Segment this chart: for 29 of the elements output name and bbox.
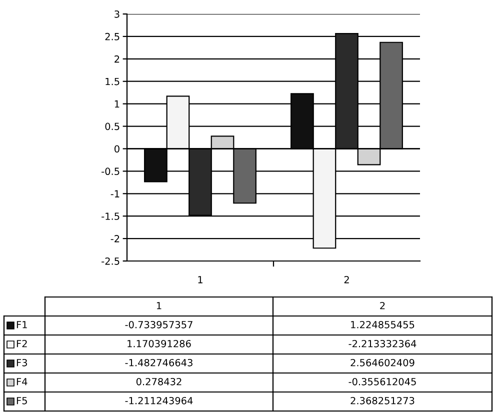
data-label: 1.224855455 [351,320,414,328]
data-label: 0.278432 [136,378,182,386]
y-tick-label: -2.5 [102,257,120,265]
data-label: -1.211243964 [125,396,193,404]
data-label: -1.482746643 [125,358,192,366]
y-tick-label: -0.5 [102,168,120,176]
data-label: 1.170391286 [128,340,191,348]
data-label: 2.564602409 [350,358,414,366]
category-label: 1 [156,302,162,310]
category-label: 2 [380,302,385,310]
y-tick-label: -1 [110,190,120,198]
legend-label: F2 [16,340,27,348]
y-tick-label: 0 [114,145,120,153]
legend-label: F3 [16,358,27,366]
legend-label: F1 [16,321,27,328]
y-tick-label: -1.5 [102,212,120,220]
y-tick-label: 1.5 [106,78,120,86]
legend-label: F4 [16,378,28,386]
data-label: -0.355612045 [348,378,416,386]
y-tick-label: 0.5 [105,122,120,130]
y-tick-label: 2.5 [105,32,120,40]
legend-label: F5 [16,397,27,404]
y-tick-label: -2 [110,235,120,242]
y-tick-label: 3 [114,10,120,18]
y-tick-label: 1 [114,100,120,108]
data-label: 2.368251273 [350,396,414,404]
y-tick-label: 2 [114,55,120,63]
data-label: -0.733957357 [125,320,192,328]
data-label: -2.213332364 [348,340,416,348]
